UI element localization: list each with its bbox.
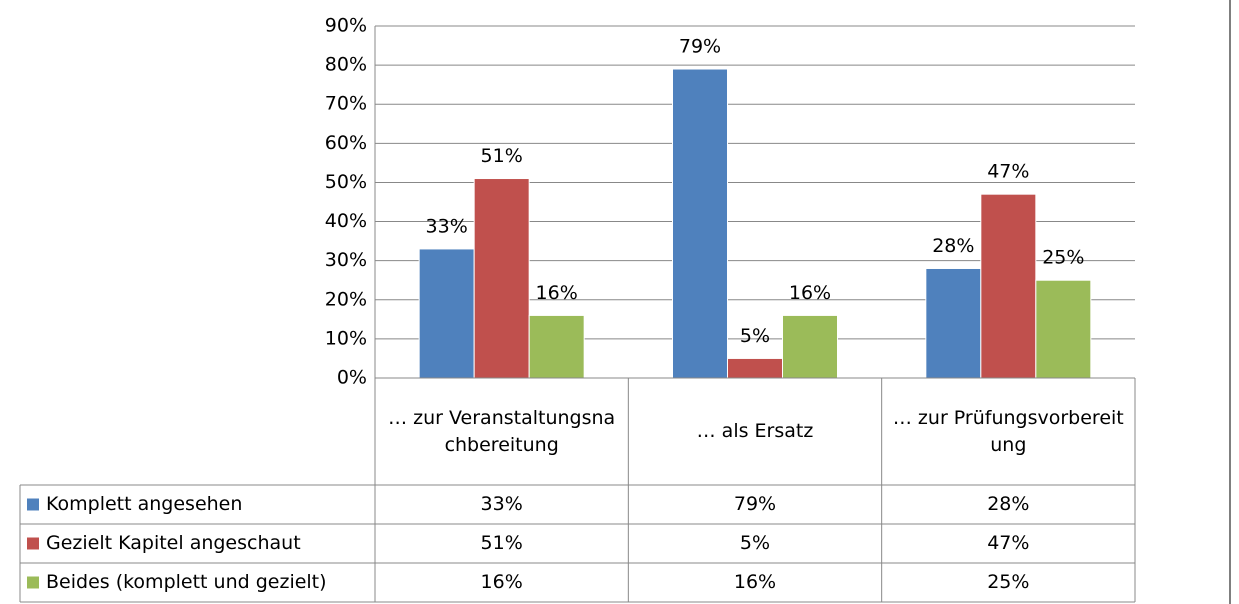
table-cell: 5% (740, 532, 770, 554)
bar (473, 178, 530, 379)
y-tick-label: 0% (337, 367, 367, 389)
bar (528, 314, 585, 379)
y-tick-label: 50% (325, 171, 367, 193)
bar (727, 357, 783, 379)
data-label: 51% (481, 145, 523, 167)
table-cell: 16% (481, 571, 523, 593)
y-tick-label: 60% (325, 132, 367, 154)
y-tick-label: 10% (325, 327, 367, 349)
x-tick-label-box: … zur Veranstaltungsnachbereitung (388, 406, 616, 456)
legend-key (27, 498, 39, 511)
data-label: 47% (987, 161, 1029, 183)
y-tick-label: 80% (325, 54, 367, 76)
table-cell: 16% (734, 571, 776, 593)
y-tick-label: 70% (325, 93, 367, 115)
y-tick-label: 30% (325, 249, 367, 271)
legend-label: Beides (komplett und gezielt) (46, 571, 327, 593)
x-tick-label-box: … zur Prüfungsvorbereitung (892, 406, 1124, 456)
y-tick-label: 20% (325, 288, 367, 310)
data-label: 79% (679, 36, 721, 58)
legend-label: Komplett angesehen (46, 493, 242, 515)
legend-label: Gezielt Kapitel angeschaut (46, 532, 301, 554)
bar (925, 267, 982, 379)
legend-key (27, 576, 39, 589)
table-cell: 79% (734, 493, 776, 515)
table-cell: 33% (481, 493, 523, 515)
table-cell: 28% (987, 493, 1029, 515)
legend-key (27, 537, 39, 550)
data-label: 16% (536, 282, 578, 304)
x-tick-label-box: … als Ersatz (696, 420, 814, 442)
x-tick-label: … zur Prüfungsvorbereitung (892, 406, 1124, 456)
table-cell: 25% (987, 571, 1029, 593)
table-cell: 47% (987, 532, 1029, 554)
table-cell: 51% (481, 532, 523, 554)
data-label: 28% (932, 235, 974, 257)
data-label: 5% (740, 325, 770, 347)
bar (1035, 279, 1092, 379)
data-label: 25% (1042, 247, 1084, 269)
bar (782, 314, 838, 379)
bar (672, 68, 728, 379)
data-label: 33% (426, 215, 468, 237)
bar (980, 193, 1037, 379)
x-tick-label: … als Ersatz (696, 420, 814, 442)
y-tick-label: 40% (325, 210, 367, 232)
y-tick-label: 90% (325, 15, 367, 37)
bar (418, 248, 475, 379)
data-label: 16% (789, 282, 831, 304)
x-tick-label: … zur Veranstaltungsnachbereitung (388, 406, 616, 456)
